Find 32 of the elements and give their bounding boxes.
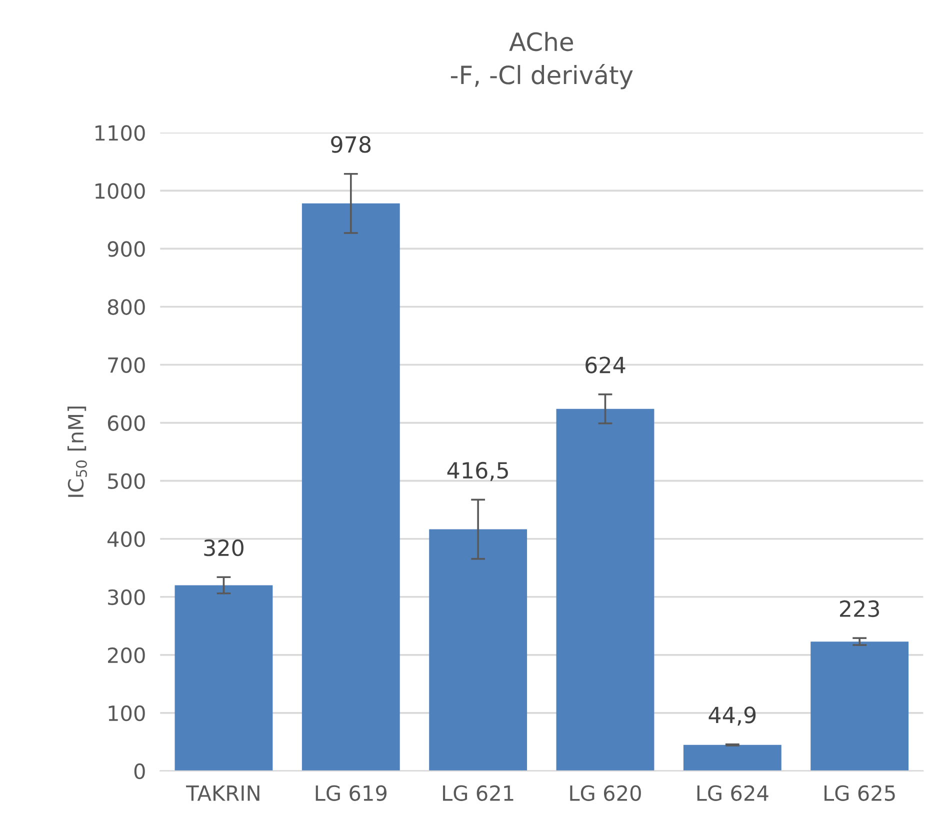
bar [683,744,782,771]
y-tick-label: 900 [108,241,145,257]
y-tick-label: 1100 [96,125,145,141]
y-tick-label: 800 [108,299,145,315]
y-tick-label: 200 [108,647,145,664]
bar [556,408,654,771]
data-label: 44,9 [708,706,756,726]
y-tick-label: 300 [108,589,145,606]
data-label: 416,5 [447,462,508,481]
y-tick-label: 100 [108,705,145,722]
data-label: 624 [586,356,626,374]
x-tick-label: LG 625 [824,785,895,801]
x-tick-label: TAKRIN [186,786,260,801]
data-label: 223 [840,600,879,618]
data-label: 320 [204,539,244,556]
bar [810,642,909,771]
y-tick-label: 600 [108,415,145,431]
data-label: 978 [331,136,371,153]
x-tick-label: LG 619 [316,785,386,801]
y-tick-label: 1000 [96,183,145,199]
y-axis-title: IC$_{50}$ [nM] [68,406,87,497]
y-tick-label: 400 [108,531,145,548]
y-tick-label: 500 [108,473,145,490]
y-tick-label: 700 [108,357,145,373]
x-tick-label: LG 624 [697,785,768,801]
y-tick-label: 0 [134,763,145,780]
bar [174,585,273,771]
chart-title: AChe -F, -Cl deriváty [450,32,633,90]
x-tick-label: LG 620 [570,785,641,801]
bar [429,529,528,771]
bar [302,203,400,771]
x-tick-label: LG 621 [443,785,514,801]
